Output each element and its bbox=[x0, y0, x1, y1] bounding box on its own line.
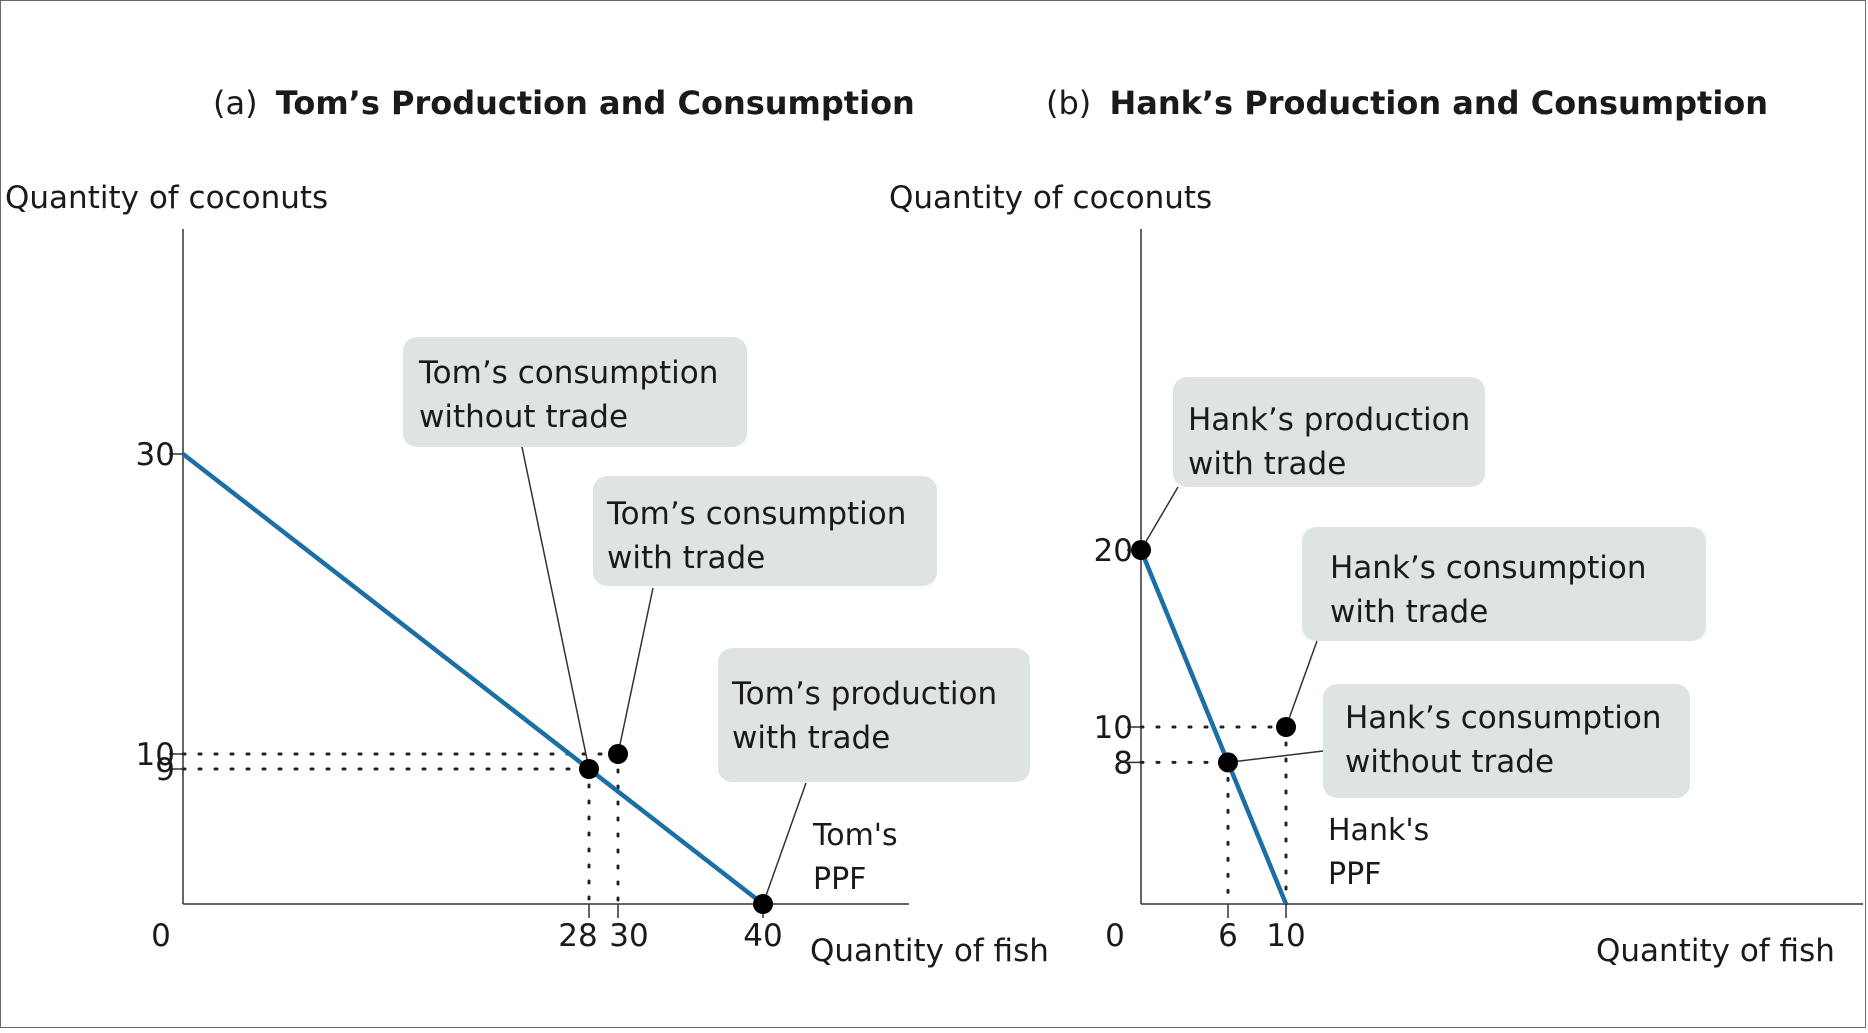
panel-b-origin: 0 bbox=[1105, 918, 1125, 954]
panel-b-title: Hank’s Production and Consumption bbox=[1109, 84, 1768, 122]
panel-a-x-tick-label-1: 28 bbox=[558, 918, 597, 954]
panel-a-callout-box-2 bbox=[593, 476, 937, 586]
panel-b-callout-1-line-1: Hank’s production bbox=[1188, 402, 1470, 438]
panel-b-leader-2 bbox=[1285, 640, 1318, 728]
panel-b-ppf-label-1: Hank's bbox=[1328, 813, 1429, 848]
panel-a-callout-box-1 bbox=[403, 337, 747, 447]
panel-a-y-tick-label-2: 10 bbox=[136, 737, 175, 773]
panel-a-y-tick-label-1: 30 bbox=[136, 437, 175, 473]
panel-a-point-consumption-with-trade bbox=[608, 744, 628, 764]
panel-b-leader-1 bbox=[1140, 486, 1179, 551]
panel-a-callout-2-line-1: Tom’s consumption bbox=[606, 496, 906, 532]
panel-a-leader-1 bbox=[521, 446, 590, 770]
panel-a-callout-1-line-1: Tom’s consumption bbox=[418, 355, 718, 391]
panel-a-title: Tom’s Production and Consumption bbox=[276, 84, 915, 122]
panel-b-callout-3-line-2: without trade bbox=[1345, 744, 1554, 780]
panel-b-ylabel: Quantity of coconuts bbox=[889, 180, 1212, 216]
panel-b-point-consumption-without-trade bbox=[1218, 752, 1238, 773]
panel-a-point-consumption-without-trade bbox=[579, 759, 599, 779]
panel-b-y-tick-label-2: 10 bbox=[1094, 710, 1133, 746]
panel-a-ppf-line bbox=[181, 452, 765, 906]
panel-a-leader-3 bbox=[762, 782, 807, 905]
panel-a-leader-2 bbox=[617, 587, 654, 755]
panel-b-xlabel: Quantity of fish bbox=[1596, 933, 1835, 969]
panel-a-ylabel: Quantity of coconuts bbox=[5, 180, 328, 216]
panel-a: (a) Tom’s Production and Consumption Qua… bbox=[5, 84, 1049, 969]
panel-a-xlabel: Quantity of fish bbox=[810, 933, 1049, 969]
panel-b-point-consumption-with-trade bbox=[1276, 717, 1296, 737]
panel-b-x-tick-label-1: 6 bbox=[1218, 918, 1238, 954]
panel-a-x-tick-label-3: 40 bbox=[743, 918, 782, 954]
panel-b-callout-1-line-2: with trade bbox=[1188, 446, 1346, 482]
panel-a-ppf-label-2: PPF bbox=[813, 862, 866, 897]
panel-b-callout-box-3 bbox=[1323, 684, 1690, 798]
panel-a-callout-3-line-2: with trade bbox=[732, 720, 890, 756]
panel-b-ppf-label-2: PPF bbox=[1328, 857, 1381, 892]
panel-b-y-tick-label-3: 8 bbox=[1113, 745, 1133, 781]
panel-b-prefix: (b) bbox=[1046, 84, 1091, 122]
panel-b: (b) Hank’s Production and Consumption Qu… bbox=[889, 84, 1835, 969]
panel-b-y-tick-label-1: 20 bbox=[1094, 533, 1133, 569]
panel-a-callout-1-line-2: without trade bbox=[419, 399, 628, 435]
panel-a-x-tick-label-2: 30 bbox=[609, 918, 648, 954]
panel-a-callout-2-line-2: with trade bbox=[607, 540, 765, 576]
panel-b-ppf-line bbox=[1138, 549, 1289, 905]
panel-a-origin: 0 bbox=[151, 918, 171, 954]
panel-a-callout-3-line-1: Tom’s production bbox=[731, 676, 997, 712]
panel-b-x-tick-label-2: 10 bbox=[1266, 918, 1305, 954]
panel-a-ppf-label-1: Tom's bbox=[812, 818, 898, 853]
panel-b-callout-box-2 bbox=[1302, 527, 1706, 641]
panel-b-callout-2-line-1: Hank’s consumption bbox=[1330, 550, 1646, 586]
panel-b-callout-3-line-1: Hank’s consumption bbox=[1345, 700, 1661, 736]
panel-b-leader-3 bbox=[1227, 750, 1324, 764]
svg-text:(b) Hank’s Production an: (b) Hank’s Production and Consumption bbox=[1046, 84, 1768, 122]
panel-a-callout-box-3 bbox=[718, 648, 1030, 782]
svg-text:(a) Tom’s Production and: (a) Tom’s Production and Consumption bbox=[213, 84, 915, 122]
panel-a-y-tick-label-3: 9 bbox=[155, 752, 175, 788]
panel-b-point-production-with-trade bbox=[1131, 540, 1151, 560]
panel-a-prefix: (a) bbox=[213, 84, 258, 122]
panel-b-callout-box-1 bbox=[1173, 377, 1485, 487]
panel-a-plot: 30 109 28 30 40 bbox=[136, 229, 1030, 954]
panel-a-point-production-with-trade bbox=[753, 894, 773, 914]
panel-b-callout-2-line-2: with trade bbox=[1330, 594, 1488, 630]
